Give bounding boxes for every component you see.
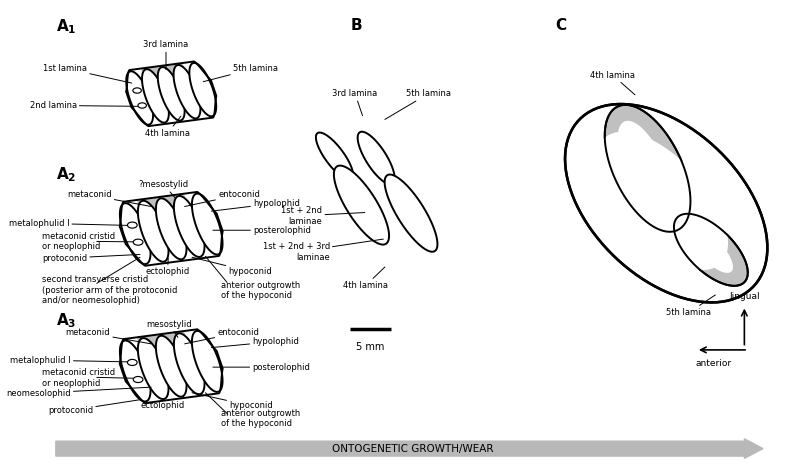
- Polygon shape: [156, 336, 186, 396]
- Text: anterior: anterior: [696, 359, 732, 368]
- Polygon shape: [120, 203, 151, 264]
- Text: ectolophid: ectolophid: [145, 258, 189, 276]
- Text: $\mathbf{A_3}$: $\mathbf{A_3}$: [56, 312, 76, 331]
- Polygon shape: [604, 105, 690, 232]
- Polygon shape: [192, 331, 222, 392]
- Text: hypoconid: hypoconid: [192, 257, 272, 276]
- Polygon shape: [174, 65, 200, 119]
- Polygon shape: [674, 214, 747, 286]
- Text: ONTOGENETIC GROWTH/WEAR: ONTOGENETIC GROWTH/WEAR: [332, 444, 494, 453]
- Polygon shape: [120, 340, 151, 402]
- Polygon shape: [127, 71, 153, 125]
- Text: 4th lamina: 4th lamina: [145, 116, 190, 138]
- Polygon shape: [138, 338, 168, 399]
- Polygon shape: [642, 176, 720, 249]
- Circle shape: [133, 88, 141, 93]
- Circle shape: [134, 239, 143, 245]
- Polygon shape: [174, 196, 204, 257]
- Text: protoconid: protoconid: [48, 400, 140, 415]
- Polygon shape: [316, 133, 353, 180]
- Text: $\mathbf{A_1}$: $\mathbf{A_1}$: [56, 17, 76, 35]
- Circle shape: [127, 360, 137, 366]
- Polygon shape: [137, 194, 195, 232]
- Polygon shape: [384, 175, 438, 252]
- Polygon shape: [618, 121, 673, 216]
- Polygon shape: [137, 331, 195, 369]
- Text: 1st + 2nd + 3rd
laminae: 1st + 2nd + 3rd laminae: [263, 239, 384, 262]
- Text: 4th lamina: 4th lamina: [590, 71, 635, 95]
- Polygon shape: [158, 67, 185, 120]
- Text: metaconid cristid
or neoplophid: metaconid cristid or neoplophid: [42, 232, 115, 251]
- Text: posterolophid: posterolophid: [213, 363, 310, 372]
- Text: $\mathbf{C}$: $\mathbf{C}$: [555, 17, 567, 33]
- Polygon shape: [138, 201, 168, 262]
- Circle shape: [127, 222, 137, 228]
- Text: anterior outgrowth
of the hypoconid: anterior outgrowth of the hypoconid: [221, 409, 300, 428]
- Text: hypolophid: hypolophid: [211, 199, 300, 211]
- Text: entoconid: entoconid: [185, 191, 260, 206]
- Text: neomesolophid: neomesolophid: [6, 387, 151, 398]
- Text: mesostylid: mesostylid: [146, 320, 192, 337]
- Polygon shape: [657, 187, 705, 238]
- FancyArrow shape: [56, 439, 763, 459]
- Polygon shape: [334, 166, 389, 245]
- Text: 4th lamina: 4th lamina: [343, 267, 388, 290]
- Polygon shape: [174, 333, 204, 394]
- Text: 1st lamina: 1st lamina: [43, 64, 132, 83]
- Text: 5 mm: 5 mm: [356, 342, 384, 352]
- Text: metalophulid I: metalophulid I: [10, 356, 136, 365]
- Text: metaconid: metaconid: [67, 191, 151, 206]
- Text: hypolophid: hypolophid: [211, 337, 299, 347]
- Text: 5th lamina: 5th lamina: [385, 89, 450, 120]
- Text: metaconid cristid
or neoplophid: metaconid cristid or neoplophid: [42, 368, 115, 388]
- Polygon shape: [189, 63, 216, 116]
- Polygon shape: [156, 198, 186, 259]
- Text: metalophulid I: metalophulid I: [9, 219, 136, 228]
- Polygon shape: [141, 63, 192, 97]
- Polygon shape: [358, 132, 395, 184]
- Polygon shape: [142, 69, 169, 123]
- Circle shape: [134, 376, 143, 382]
- Polygon shape: [192, 193, 222, 255]
- Text: ectolophid: ectolophid: [140, 394, 185, 410]
- Text: metaconid: metaconid: [65, 328, 151, 344]
- Text: hypoconid: hypoconid: [192, 393, 273, 410]
- Circle shape: [138, 103, 146, 108]
- Text: 2nd lamina: 2nd lamina: [30, 101, 144, 110]
- Text: 3rd lamina: 3rd lamina: [143, 41, 189, 70]
- Text: 5th lamina: 5th lamina: [204, 64, 278, 82]
- Text: lingual: lingual: [729, 292, 760, 301]
- Polygon shape: [565, 104, 767, 303]
- Text: anterior outgrowth
of the hypoconid: anterior outgrowth of the hypoconid: [221, 281, 300, 300]
- Polygon shape: [689, 226, 733, 273]
- Text: protoconid: protoconid: [42, 254, 140, 262]
- Text: 3rd lamina: 3rd lamina: [332, 89, 378, 116]
- Text: 1st + 2nd
laminae: 1st + 2nd laminae: [281, 206, 365, 226]
- Text: posterolophid: posterolophid: [213, 226, 311, 235]
- Text: $\mathbf{A_2}$: $\mathbf{A_2}$: [56, 165, 76, 184]
- Text: ?mesostylid: ?mesostylid: [138, 180, 189, 198]
- Text: entoconid: entoconid: [185, 328, 259, 344]
- Text: second transverse cristid
(posterior arm of the protoconid
and/or neomesolophid): second transverse cristid (posterior arm…: [42, 276, 177, 305]
- Polygon shape: [597, 132, 728, 270]
- Text: $\mathbf{B}$: $\mathbf{B}$: [350, 17, 362, 33]
- Text: 5th lamina: 5th lamina: [666, 295, 715, 317]
